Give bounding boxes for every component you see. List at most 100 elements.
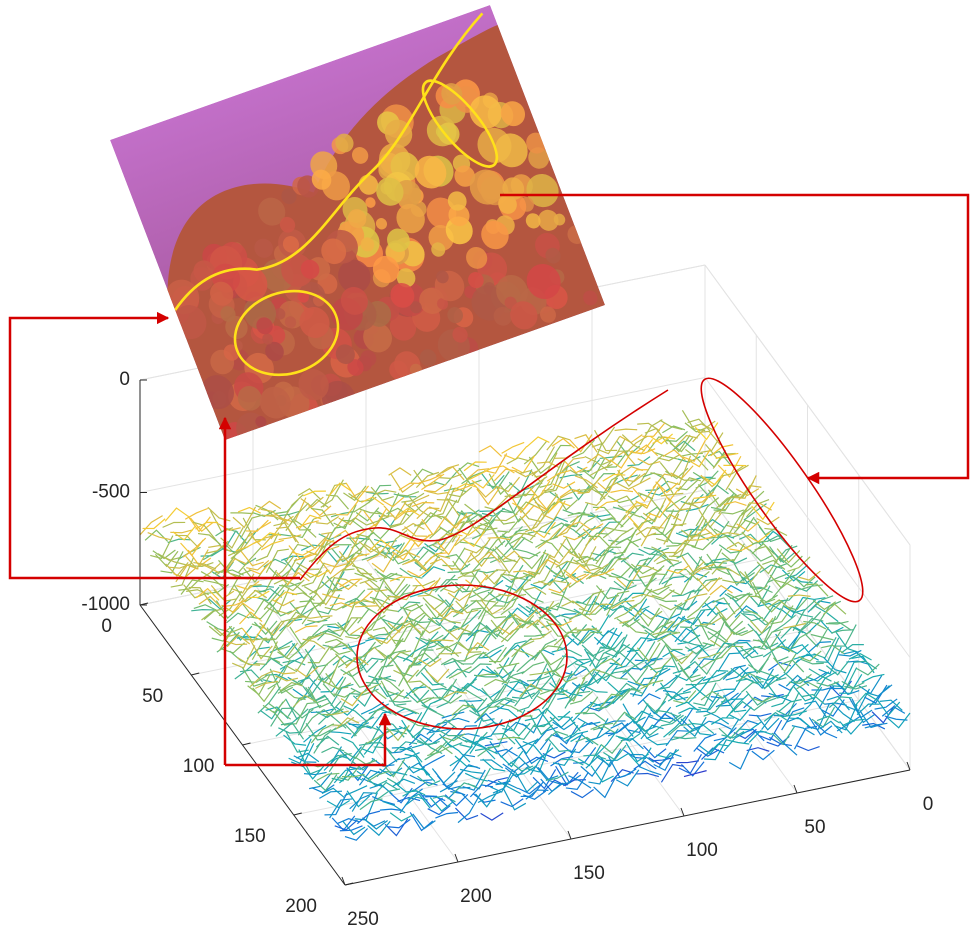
coral-blob — [390, 283, 415, 308]
surface-line — [778, 698, 802, 712]
surface-line — [386, 548, 410, 565]
surface-line — [700, 518, 725, 529]
surface-line — [543, 617, 567, 634]
surface-line — [506, 457, 530, 465]
surface-line — [515, 548, 539, 557]
surface-line — [586, 614, 610, 634]
surface-line — [584, 685, 608, 693]
surface-line — [303, 724, 327, 743]
surface-line — [302, 638, 326, 650]
surface-line — [483, 646, 507, 664]
surface-line — [565, 771, 589, 790]
surface-line — [659, 419, 683, 431]
surface-line — [644, 427, 668, 445]
surface-line — [751, 749, 775, 761]
surface-line — [284, 653, 309, 673]
surface-line — [619, 687, 644, 701]
surface-line — [436, 464, 460, 477]
coral-blob — [297, 290, 309, 303]
surface-line — [448, 704, 473, 723]
surface-line — [494, 748, 518, 757]
surface-line — [577, 526, 601, 538]
surface-line — [353, 496, 377, 513]
coral-blob — [338, 259, 371, 294]
surface-line — [690, 491, 715, 504]
surface-line — [513, 648, 538, 659]
surface-line — [346, 790, 371, 808]
surface-line — [208, 625, 233, 637]
surface-line — [195, 521, 219, 530]
surface-line — [846, 660, 870, 665]
surface-line — [836, 716, 860, 732]
surface-line — [335, 717, 360, 730]
surface-line — [289, 664, 314, 686]
surface-line — [695, 497, 720, 527]
surface-line — [365, 654, 389, 685]
coral-blob — [431, 242, 446, 257]
surface-line — [509, 536, 534, 545]
surface-line — [386, 507, 410, 517]
surface-line — [427, 607, 452, 627]
surface-line — [705, 710, 730, 725]
coral-blob — [258, 197, 286, 226]
surface-line — [410, 649, 434, 668]
surface-line — [472, 742, 496, 760]
surface-line — [582, 527, 607, 541]
surface-line — [662, 690, 686, 701]
surface-line — [777, 587, 801, 602]
coral-blob — [375, 218, 388, 230]
surface-line — [437, 587, 461, 608]
surface-line — [381, 496, 405, 508]
surface-line — [246, 590, 270, 599]
surface-line — [551, 591, 575, 604]
surface-line — [637, 723, 662, 737]
surface-line — [417, 623, 442, 634]
surface-line — [781, 707, 805, 731]
surface-line — [584, 603, 608, 615]
surface-line — [463, 697, 488, 713]
surface-line — [687, 677, 712, 704]
surface-line — [795, 653, 819, 664]
surface-line — [348, 532, 373, 552]
surface-line — [716, 532, 740, 536]
surface-line — [673, 502, 697, 520]
surface-line — [247, 521, 272, 537]
surface-line — [402, 644, 427, 662]
surface-line — [411, 501, 435, 508]
surface-line — [672, 617, 696, 628]
surface-line — [671, 728, 695, 741]
surface-line — [714, 605, 739, 621]
surface-line — [709, 584, 733, 596]
surface-line — [735, 488, 760, 497]
surface-line — [688, 719, 712, 736]
surface-line — [592, 726, 617, 734]
surface-line — [456, 682, 480, 695]
surface-line — [476, 705, 500, 721]
surface-line — [539, 461, 563, 488]
surface-line — [490, 769, 514, 793]
coral-blob — [284, 316, 297, 329]
surface-line — [539, 687, 563, 695]
surface-line — [718, 544, 742, 554]
surface-line — [339, 772, 363, 784]
surface-line — [652, 436, 676, 445]
surface-line — [310, 507, 335, 527]
surface-line — [717, 652, 741, 673]
surface-line — [421, 518, 446, 537]
surface-line — [532, 716, 556, 728]
surface-line — [516, 691, 541, 712]
surface-line — [761, 530, 785, 544]
surface-line — [658, 513, 682, 530]
surface-line — [256, 586, 280, 602]
surface-line — [555, 765, 579, 787]
surface-line — [632, 485, 657, 503]
surface-line — [463, 461, 487, 472]
surface-line — [336, 765, 360, 781]
surface-line — [285, 543, 310, 562]
surface-line — [413, 652, 437, 664]
surface-line — [477, 594, 502, 620]
arrow — [225, 712, 392, 767]
surface-line — [477, 791, 501, 804]
surface-line — [519, 683, 543, 697]
coral-blob — [360, 237, 375, 252]
